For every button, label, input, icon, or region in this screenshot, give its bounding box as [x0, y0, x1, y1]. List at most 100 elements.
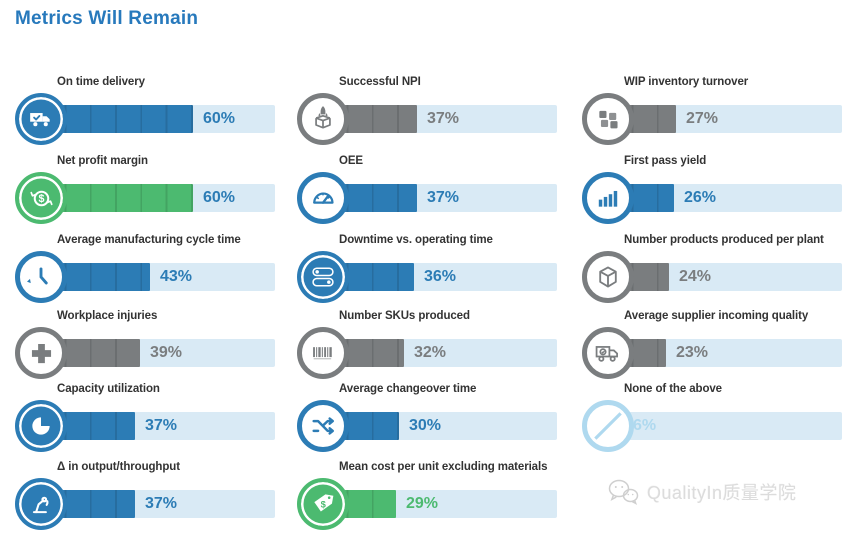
- metric-bar-row: 60%: [15, 93, 275, 145]
- bar-track: 26%: [608, 184, 842, 212]
- metric-item: Net profit margin $60%: [15, 155, 275, 224]
- robot-arm-icon: [15, 478, 67, 530]
- metric-item: Successful NPI 37%: [297, 76, 557, 145]
- bar-value: 27%: [686, 110, 719, 127]
- metric-bar-row: 37%: [297, 172, 557, 224]
- bar-value: 39%: [150, 344, 183, 361]
- delivery-truck-icon: [15, 93, 67, 145]
- metric-label: Average changeover time: [339, 383, 477, 395]
- bar-value: 37%: [145, 495, 178, 512]
- metric-item: Number products produced per plant 24%: [582, 234, 842, 303]
- metric-label: Mean cost per unit excluding materials: [339, 461, 548, 473]
- bar-track: 43%: [41, 263, 275, 291]
- rocket-box-icon: [297, 93, 349, 145]
- supplier-truck-icon: [582, 327, 634, 379]
- metric-label: Average supplier incoming quality: [624, 310, 809, 322]
- metric-label: None of the above: [624, 383, 722, 395]
- bar-track: 37%: [323, 184, 557, 212]
- bar-track: 32%: [323, 339, 557, 367]
- bar-track: 24%: [608, 263, 842, 291]
- bar-track: 60%: [41, 105, 275, 133]
- metric-bar-row: $60%: [15, 172, 275, 224]
- metric-bar-row: 39%: [15, 327, 275, 379]
- metric-item: Capacity utilization 37%: [15, 383, 275, 452]
- bar-track: 27%: [608, 105, 842, 133]
- metric-label: Capacity utilization: [57, 383, 160, 395]
- bar-value: 60%: [203, 189, 236, 206]
- bar-track: 29%: [323, 490, 557, 518]
- metric-label: Number products produced per plant: [624, 234, 824, 246]
- metric-bar-row: 36%: [297, 251, 557, 303]
- metric-label: Net profit margin: [57, 155, 148, 167]
- metric-item: Mean cost per unit excluding materials $2…: [297, 461, 557, 530]
- watermark-text: QualityIn质量学院: [647, 483, 797, 503]
- metric-label: On time delivery: [57, 76, 145, 88]
- metric-item: None of the above 6%: [582, 383, 842, 452]
- metric-label: Δ in output/throughput: [57, 461, 180, 473]
- price-tags-icon: $: [297, 478, 349, 530]
- metric-label: Average manufacturing cycle time: [57, 234, 241, 246]
- metric-label: Successful NPI: [339, 76, 421, 88]
- bar-value: 43%: [160, 268, 193, 285]
- bar-value: 24%: [679, 268, 712, 285]
- gauge-icon: [297, 172, 349, 224]
- pie-chart-icon: [15, 400, 67, 452]
- metric-label: Number SKUs produced: [339, 310, 470, 322]
- metric-bar-row: 26%: [582, 172, 842, 224]
- svg-text:$: $: [38, 193, 44, 205]
- metric-label: WIP inventory turnover: [624, 76, 749, 88]
- bar-track: 23%: [608, 339, 842, 367]
- metric-item: Workplace injuries 39%: [15, 310, 275, 379]
- bar-value: 37%: [145, 417, 178, 434]
- bar-value: 36%: [424, 268, 457, 285]
- bar-value: 32%: [414, 344, 447, 361]
- metric-bar-row: 6%: [582, 400, 842, 452]
- bar-value: 37%: [427, 189, 460, 206]
- metric-bar-row: 27%: [582, 93, 842, 145]
- bar-track: 6%: [608, 412, 842, 440]
- shuffle-icon: [297, 400, 349, 452]
- bar-value: 29%: [406, 495, 439, 512]
- metric-bar-row: 37%: [15, 400, 275, 452]
- metric-item: First pass yield 26%: [582, 155, 842, 224]
- bar-value: 23%: [676, 344, 709, 361]
- metric-bar-row: 43%: [15, 251, 275, 303]
- bar-track: 37%: [41, 490, 275, 518]
- clock-history-icon: [15, 251, 67, 303]
- cube-icon: [582, 251, 634, 303]
- metric-item: Number SKUs produced 32%: [297, 310, 557, 379]
- bar-track: 30%: [323, 412, 557, 440]
- metric-item: Downtime vs. operating time 36%: [297, 234, 557, 303]
- metric-item: On time delivery 60%: [15, 76, 275, 145]
- bar-value: 6%: [633, 417, 657, 434]
- barcode-icon: [297, 327, 349, 379]
- metric-bar-row: 37%: [297, 93, 557, 145]
- metric-item: Average manufacturing cycle time 43%: [15, 234, 275, 303]
- bar-value: 37%: [427, 110, 460, 127]
- metric-bar-row: 30%: [297, 400, 557, 452]
- medical-cross-icon: [15, 327, 67, 379]
- cubes-icon: [582, 93, 634, 145]
- watermark: QualityIn质量学院: [606, 477, 797, 507]
- metric-bar-row: $29%: [297, 478, 557, 530]
- metric-bar-row: 23%: [582, 327, 842, 379]
- page-title: Metrics Will Remain: [15, 8, 199, 29]
- bar-track: 37%: [41, 412, 275, 440]
- bar-value: 60%: [203, 110, 236, 127]
- metric-label: First pass yield: [624, 155, 707, 167]
- metric-bar-row: 32%: [297, 327, 557, 379]
- bar-value: 26%: [684, 189, 717, 206]
- bar-chart-icon: [582, 172, 634, 224]
- metric-item: Δ in output/throughput 37%: [15, 461, 275, 530]
- bar-track: 37%: [323, 105, 557, 133]
- metric-label: OEE: [339, 155, 363, 167]
- metric-item: WIP inventory turnover 27%: [582, 76, 842, 145]
- toggle-switches-icon: [297, 251, 349, 303]
- metric-item: Average changeover time 30%: [297, 383, 557, 452]
- bar-track: 36%: [323, 263, 557, 291]
- dollar-cycle-icon: $: [15, 172, 67, 224]
- metric-bar-row: 24%: [582, 251, 842, 303]
- bar-track: 60%: [41, 184, 275, 212]
- svg-text:$: $: [321, 500, 327, 510]
